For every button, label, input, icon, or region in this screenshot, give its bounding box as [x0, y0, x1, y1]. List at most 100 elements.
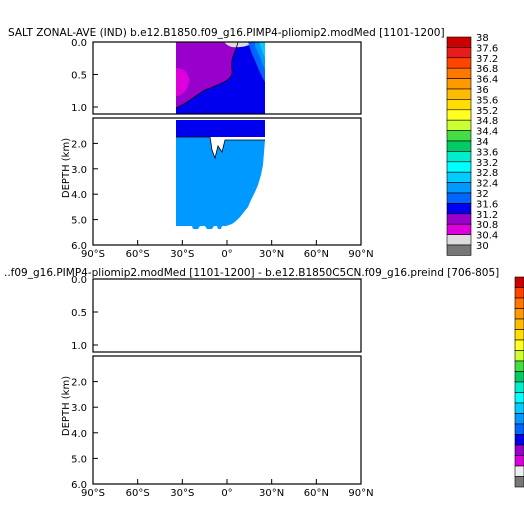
- colorbar-box: [514, 476, 524, 488]
- y-tick-label: 0.0: [71, 38, 87, 49]
- colorbar-box: [514, 423, 524, 435]
- y-tick-label: 1.0: [71, 341, 87, 352]
- y-tick-label: 5.0: [71, 454, 87, 465]
- colorbar-label: 37.6: [476, 43, 498, 54]
- x-tick-label: 60°S: [126, 488, 150, 499]
- x-tick-label: 30°N: [259, 249, 284, 260]
- y-tick-label: 3.0: [71, 403, 87, 414]
- chart1-upper-frame: [92, 41, 362, 115]
- chart1-field: [175, 41, 265, 229]
- colorbar-label: 30.4: [476, 231, 498, 242]
- y-tick-label: 0.5: [71, 71, 87, 82]
- colorbar-box: [446, 130, 472, 142]
- chart1-lower-deep: [176, 137, 265, 229]
- chart1-upper-north3: [260, 42, 265, 58]
- colorbar-box: [446, 161, 472, 173]
- x-tick-label: 90°S: [81, 249, 105, 260]
- colorbar-box: [446, 171, 472, 183]
- colorbar-box: [514, 455, 524, 467]
- colorbar-box: [514, 287, 524, 299]
- colorbar-box: [514, 350, 524, 362]
- colorbar-label: 36: [476, 85, 489, 96]
- x-tick-label: 30°S: [170, 249, 194, 260]
- chart1-upper-purple: [176, 42, 238, 108]
- y-tick-label: 5.0: [71, 216, 87, 227]
- colorbar-label: 30.8: [476, 220, 498, 231]
- colorbar-box: [514, 276, 524, 288]
- colorbar-box: [446, 88, 472, 100]
- colorbar-label: 32: [476, 189, 489, 200]
- y-tick-label: 2.0: [71, 139, 87, 150]
- colorbar-label: 33.2: [476, 158, 498, 169]
- chart2-ylabel: DEPTH (km): [61, 376, 72, 436]
- colorbar-label: 33.6: [476, 147, 498, 158]
- chart1-upper-contour: [175, 41, 239, 109]
- x-tick-label: 0°: [221, 488, 232, 499]
- chart1-title: SALT ZONAL-AVE (IND) b.e12.B1850.f09_g16…: [8, 27, 445, 39]
- colorbar-box: [514, 308, 524, 320]
- colorbar-label: 37.2: [476, 54, 498, 65]
- y-tick-label: 3.0: [71, 165, 87, 176]
- colorbar-box: [514, 392, 524, 404]
- colorbar-label: 34.4: [476, 127, 498, 138]
- x-tick-label: 30°N: [259, 488, 284, 499]
- colorbar-box: [446, 192, 472, 204]
- colorbar-box: [446, 151, 472, 163]
- colorbar-box: [514, 371, 524, 383]
- colorbar-box: [446, 57, 472, 69]
- chart1-lower-top: [176, 120, 265, 137]
- colorbar-box: [514, 434, 524, 446]
- chart2-lower-frame: [92, 355, 362, 485]
- colorbar-box: [446, 99, 472, 111]
- y-tick-label: 6.0: [71, 241, 87, 252]
- colorbar-box: [514, 318, 524, 330]
- chart2-x-ticks: 90°S 60°S 30°S 0° 30°N 60°N 90°N: [81, 479, 374, 499]
- colorbar-box: [514, 465, 524, 477]
- y-tick-label: 4.0: [71, 190, 87, 201]
- colorbar-box: [446, 140, 472, 152]
- colorbar-box: [446, 223, 472, 235]
- x-tick-label: 30°S: [170, 488, 194, 499]
- colorbar-label: 36.8: [476, 64, 498, 75]
- x-tick-label: 60°N: [304, 249, 329, 260]
- colorbar-box: [446, 36, 472, 48]
- chart1-colorbar: 3837.637.236.836.43635.635.234.834.43433…: [446, 33, 498, 256]
- colorbar-box: [446, 234, 472, 246]
- colorbar-label: 30: [476, 241, 489, 252]
- colorbar-box: [446, 109, 472, 121]
- chart2-title: ..f09_g16.PIMP4-pliomip2.modMed [1101-12…: [4, 267, 499, 279]
- colorbar-label: 34.8: [476, 116, 498, 127]
- x-tick-label: 90°S: [81, 488, 105, 499]
- x-tick-label: 0°: [221, 249, 232, 260]
- colorbar-label: 32.8: [476, 168, 498, 179]
- colorbar-label: 31.6: [476, 199, 498, 210]
- colorbar-box: [446, 203, 472, 215]
- colorbar-box: [514, 444, 524, 456]
- colorbar-label: 34: [476, 137, 489, 148]
- x-tick-label: 90°N: [348, 249, 373, 260]
- colorbar-box: [514, 360, 524, 372]
- colorbar-label: 32.4: [476, 179, 498, 190]
- colorbar-label: 35.6: [476, 95, 498, 106]
- y-tick-label: 6.0: [71, 480, 87, 491]
- colorbar-box: [446, 47, 472, 59]
- colorbar-label: 36.4: [476, 75, 498, 86]
- chart2-upper-frame: [92, 278, 362, 353]
- chart1-x-ticks: 90°S 60°S 30°S 0° 30°N 60°N 90°N: [81, 240, 374, 260]
- chart2-y-ticks: 0.0 0.5 1.0 2.0 3.0 4.0 5.0 6.0: [71, 275, 98, 491]
- chart1-y-ticks: 0.0 0.5 1.0 2.0 3.0 4.0 5.0 6.0: [71, 38, 98, 252]
- colorbar-box: [446, 182, 472, 194]
- colorbar-box: [514, 329, 524, 341]
- colorbar-box: [446, 119, 472, 131]
- colorbar-label: 31.2: [476, 210, 498, 221]
- y-tick-label: 2.0: [71, 378, 87, 389]
- x-tick-label: 90°N: [348, 488, 373, 499]
- x-tick-label: 60°S: [126, 249, 150, 260]
- chart1-lower-contour: [176, 136, 265, 160]
- colorbar-box: [446, 78, 472, 90]
- chart1-upper-grey: [224, 42, 254, 48]
- colorbar-label: 35.2: [476, 106, 498, 117]
- y-tick-label: 0.5: [71, 308, 87, 319]
- colorbar-box: [446, 213, 472, 225]
